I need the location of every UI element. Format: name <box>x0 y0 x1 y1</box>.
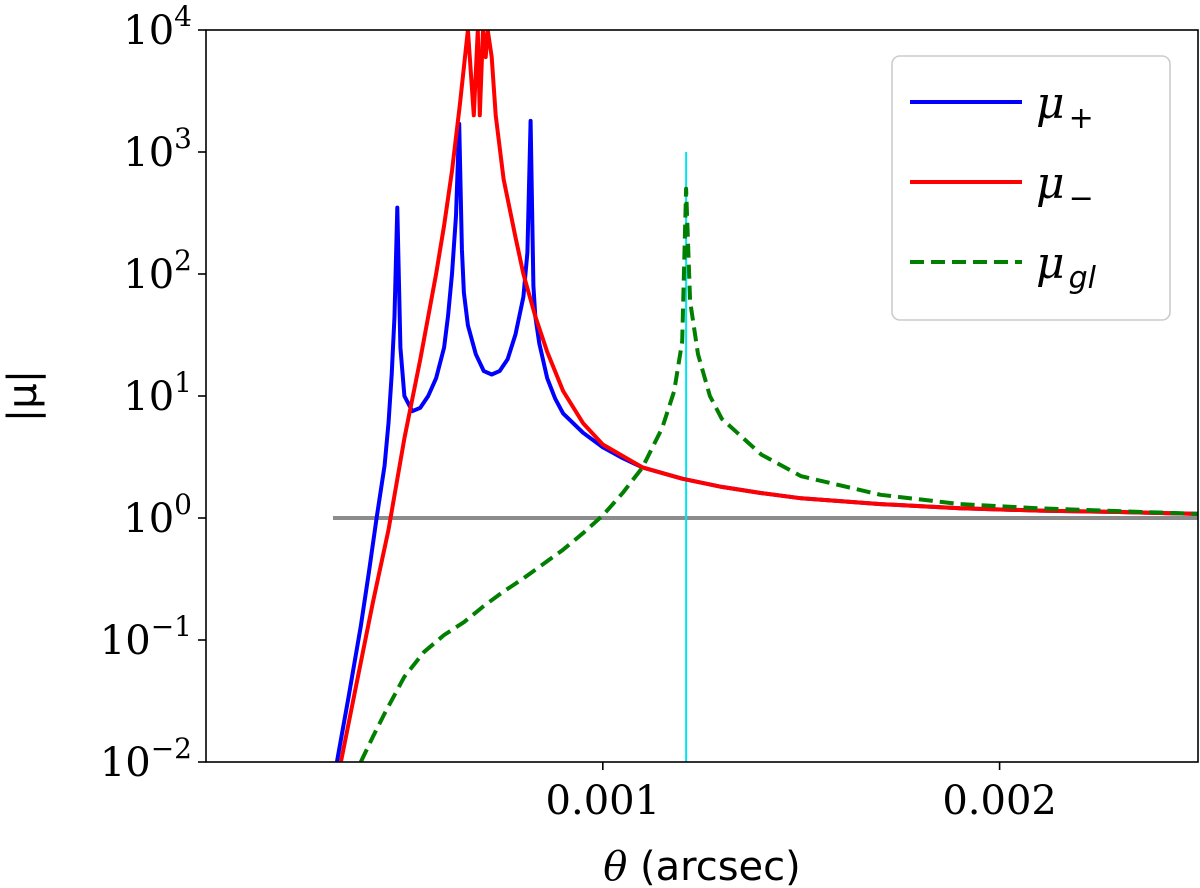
axis-ticks: 0.001 0.002 10−2 10−1 100 101 102 103 104 <box>100 0 1057 824</box>
legend-label: μ − <box>1036 158 1094 216</box>
legend: μ + μ − μ gl <box>891 55 1171 321</box>
y-tick-label: 10−2 <box>100 732 192 786</box>
y-tick-label: 101 <box>123 366 192 420</box>
y-tick-label: 104 <box>123 0 192 54</box>
y-axis-label: |μ| <box>0 370 46 422</box>
series-line-gl <box>358 186 1198 762</box>
x-tick-label: 0.001 <box>546 778 661 824</box>
legend-label: μ + <box>1036 78 1094 136</box>
legend-box <box>891 55 1171 321</box>
y-tick-label: 102 <box>123 244 192 298</box>
series-line-minus <box>338 30 1198 762</box>
x-axis-symbol: θ <box>603 844 627 888</box>
y-tick-label: 10−1 <box>100 610 192 664</box>
x-axis-label: θ (arcsec) <box>603 844 801 888</box>
y-tick-label: 100 <box>123 488 192 542</box>
x-axis-unit: (arcsec) <box>627 844 800 888</box>
series-layer <box>334 30 1198 762</box>
legend-label: μ gl <box>1036 238 1097 296</box>
x-tick-label: 0.002 <box>942 778 1057 824</box>
y-tick-label: 103 <box>123 122 192 176</box>
